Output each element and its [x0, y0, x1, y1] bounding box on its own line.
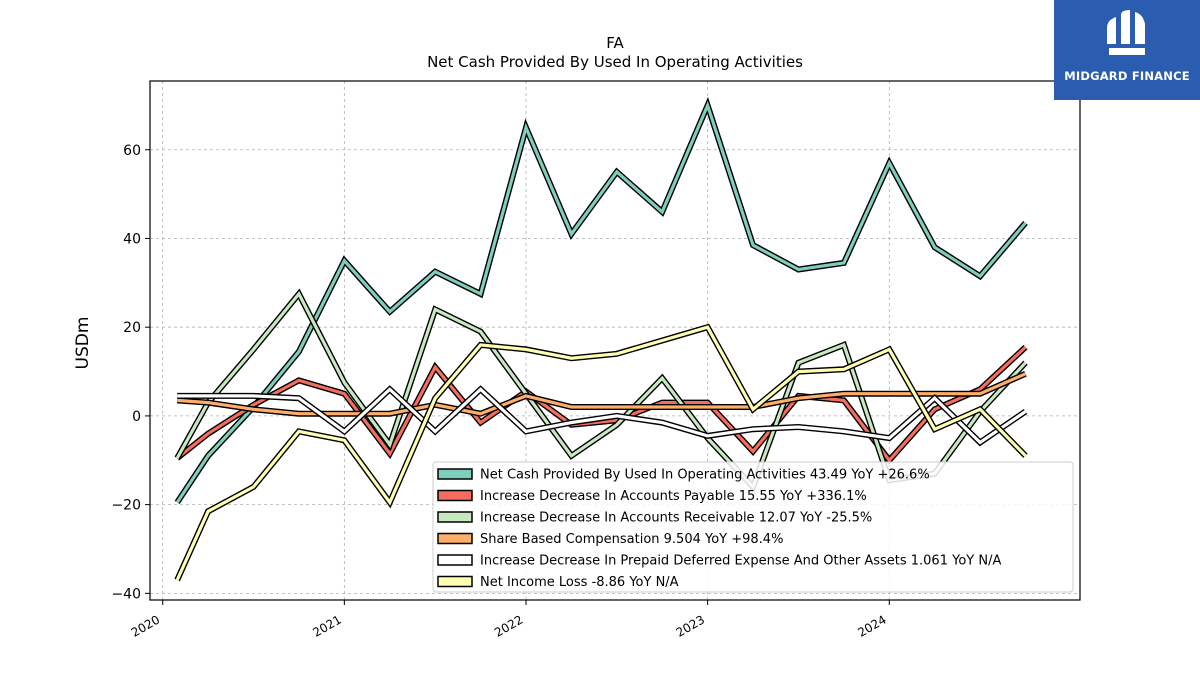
- series-4: [176, 371, 1027, 417]
- series-line: [177, 387, 1027, 445]
- legend-entry: Net Income Loss -8.86 YoY N/A: [480, 575, 679, 590]
- series-5: [177, 385, 1028, 447]
- logo-mark-icon: [1107, 10, 1145, 55]
- logo-text: MIDGARD FINANCE: [1064, 69, 1190, 83]
- legend-swatch: [437, 532, 473, 545]
- legend-swatch: [437, 468, 473, 480]
- y-tick-label: 40: [123, 231, 141, 247]
- legend-entry: Share Based Compensation 9.504 YoY +98.4…: [480, 532, 783, 547]
- x-tick-label: 2021: [310, 612, 343, 639]
- y-tick-label: 20: [123, 320, 141, 336]
- y-tick-label: −40: [111, 586, 141, 602]
- series-3: [174, 288, 1028, 493]
- y-tick-label: 0: [132, 409, 141, 425]
- legend-swatch: [437, 554, 473, 566]
- x-tick-label: 2024: [855, 612, 888, 639]
- legend-entry: Net Cash Provided By Used In Operating A…: [480, 468, 930, 483]
- chart-title: FA: [606, 34, 624, 52]
- x-axis: 2020 2021 2022 2023 2024: [129, 600, 890, 640]
- series-6: [174, 323, 1028, 582]
- x-tick-label: 2020: [129, 612, 162, 639]
- y-tick-label: 60: [123, 143, 141, 159]
- legend-entry: Increase Decrease In Accounts Receivable…: [480, 511, 872, 526]
- legend-entry: Increase Decrease In Accounts Payable 15…: [480, 489, 867, 504]
- y-axis-label: USDm: [73, 317, 93, 370]
- chart-subtitle: Net Cash Provided By Used In Operating A…: [427, 53, 803, 71]
- series-layer: [174, 96, 1028, 582]
- series-line: [175, 290, 1027, 490]
- legend-swatch: [437, 575, 473, 588]
- x-tick-label: 2022: [492, 612, 525, 639]
- legend-swatch: [437, 511, 473, 523]
- series-1: [174, 96, 1028, 505]
- series-line: [175, 325, 1027, 581]
- y-axis: −40 −20 0 20 40 60: [111, 143, 150, 602]
- legend-swatch: [437, 489, 473, 502]
- logo: MIDGARD FINANCE: [1054, 0, 1200, 100]
- x-tick-label: 2023: [674, 612, 707, 639]
- legend: Net Cash Provided By Used In Operating A…: [432, 461, 1074, 593]
- series-line: [175, 100, 1027, 504]
- plot-frame: [149, 80, 1081, 601]
- legend-box: [432, 461, 1074, 593]
- series-line: [177, 372, 1027, 416]
- series-line-outline: [174, 288, 1028, 493]
- legend-entry: Increase Decrease In Prepaid Deferred Ex…: [480, 554, 1001, 569]
- y-tick-label: −20: [111, 498, 141, 514]
